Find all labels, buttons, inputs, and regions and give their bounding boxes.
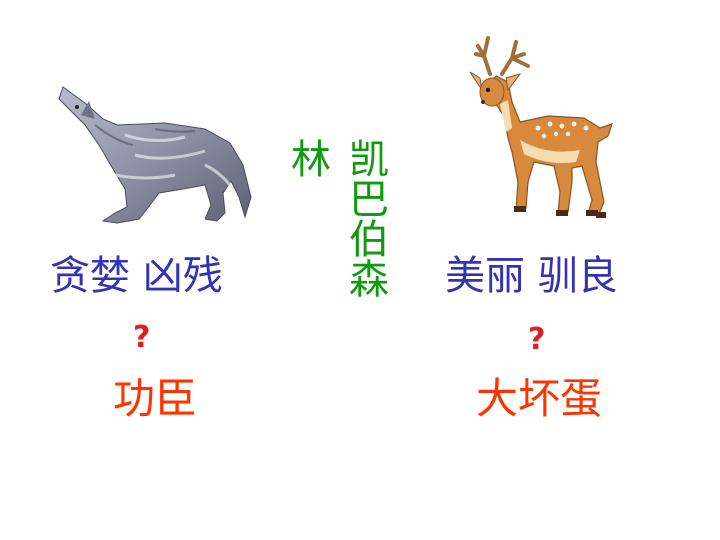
deer-image (469, 36, 613, 218)
wolf-image (58, 86, 252, 224)
deer-question-mark: ? (528, 322, 546, 357)
deer-verdict: 大坏蛋 (476, 374, 603, 423)
wolf-verdict: 功臣 (113, 374, 198, 423)
wolf-question-mark: ? (133, 320, 151, 355)
wolf-traits: 贪婪 凶残 (50, 253, 223, 299)
deer-traits: 美丽 驯良 (445, 253, 618, 299)
author-name-line2: 林 (284, 138, 330, 178)
author-name-line1: 凯巴伯森 (342, 138, 388, 298)
